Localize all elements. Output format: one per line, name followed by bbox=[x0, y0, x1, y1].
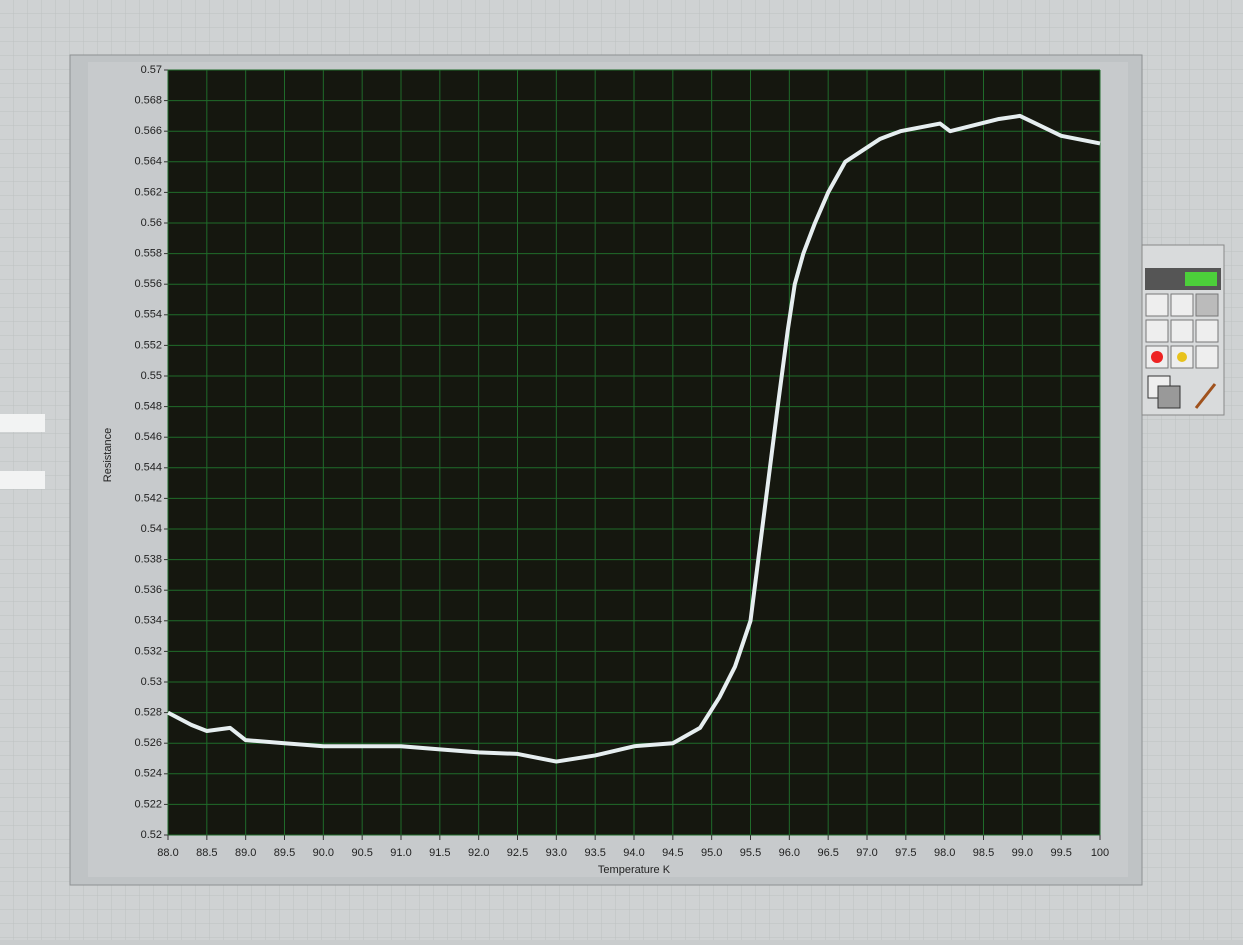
x-tick-label: 98.0 bbox=[934, 847, 955, 859]
y-tick-label: 0.52 bbox=[141, 829, 162, 841]
tool-button[interactable] bbox=[1146, 294, 1168, 316]
color-swatch[interactable] bbox=[1158, 386, 1180, 408]
y-tick-label: 0.538 bbox=[134, 554, 162, 566]
y-tick-label: 0.524 bbox=[134, 768, 162, 780]
y-tick-label: 0.55 bbox=[141, 370, 162, 382]
y-tick-label: 0.528 bbox=[134, 707, 162, 719]
y-tick-label: 0.544 bbox=[134, 462, 162, 474]
x-tick-label: 99.5 bbox=[1050, 847, 1071, 859]
y-tick-label: 0.546 bbox=[134, 431, 162, 443]
x-tick-label: 90.5 bbox=[351, 847, 372, 859]
x-tick-label: 93.0 bbox=[546, 847, 567, 859]
tool-button[interactable] bbox=[1146, 320, 1168, 342]
y-tick-label: 0.53 bbox=[141, 676, 162, 688]
tool-icon bbox=[1177, 352, 1187, 362]
x-tick-label: 94.0 bbox=[623, 847, 644, 859]
tool-button[interactable] bbox=[1196, 320, 1218, 342]
x-tick-label: 96.5 bbox=[817, 847, 838, 859]
x-tick-label: 88.0 bbox=[157, 847, 178, 859]
x-tick-label: 98.5 bbox=[973, 847, 994, 859]
y-tick-label: 0.56 bbox=[141, 217, 162, 229]
page: Resistance Temperature K 0.52 0.522 0.524 0… bbox=[0, 0, 1243, 940]
x-axis-label: Temperature K bbox=[598, 864, 671, 876]
y-tick-label: 0.534 bbox=[134, 615, 162, 627]
y-tick-label: 0.562 bbox=[134, 186, 162, 198]
x-tick-label: 90.0 bbox=[313, 847, 334, 859]
x-tick-label: 94.5 bbox=[662, 847, 683, 859]
y-tick-label: 0.554 bbox=[134, 309, 162, 321]
x-tick-label: 99.0 bbox=[1012, 847, 1033, 859]
y-tick-label: 0.542 bbox=[134, 492, 162, 504]
y-axis-label: Resistance bbox=[102, 428, 114, 482]
x-tick-label: 91.0 bbox=[390, 847, 411, 859]
x-tick-label: 92.0 bbox=[468, 847, 489, 859]
tool-button[interactable] bbox=[1171, 320, 1193, 342]
y-tick-label: 0.532 bbox=[134, 645, 162, 657]
side-control bbox=[0, 414, 45, 432]
y-tick-label: 0.552 bbox=[134, 339, 162, 351]
x-tick-label: 97.5 bbox=[895, 847, 916, 859]
y-tick-label: 0.556 bbox=[134, 278, 162, 290]
y-tick-label: 0.522 bbox=[134, 798, 162, 810]
y-tick-label: 0.526 bbox=[134, 737, 162, 749]
tool-button[interactable] bbox=[1196, 294, 1218, 316]
x-tick-label: 95.5 bbox=[740, 847, 761, 859]
screen: Resistance Temperature K 0.52 0.522 0.524 0… bbox=[0, 0, 1243, 940]
y-tick-label: 0.566 bbox=[134, 125, 162, 137]
x-tick-label: 89.5 bbox=[274, 847, 295, 859]
x-tick-label: 93.5 bbox=[584, 847, 605, 859]
tool-button[interactable] bbox=[1171, 294, 1193, 316]
side-control bbox=[0, 471, 45, 489]
x-tick-label: 89.0 bbox=[235, 847, 256, 859]
palette-indicator[interactable] bbox=[1185, 272, 1217, 286]
y-tick-label: 0.558 bbox=[134, 248, 162, 260]
y-tick-label: 0.568 bbox=[134, 95, 162, 107]
x-tick-label: 100 bbox=[1091, 847, 1109, 859]
x-tick-label: 91.5 bbox=[429, 847, 450, 859]
y-tick-label: 0.536 bbox=[134, 584, 162, 596]
y-tick-label: 0.564 bbox=[134, 156, 162, 168]
tool-icon bbox=[1151, 351, 1163, 363]
x-tick-label: 92.5 bbox=[507, 847, 528, 859]
x-tick-label: 97.0 bbox=[856, 847, 877, 859]
tool-palette bbox=[1142, 245, 1224, 415]
y-tick-label: 0.548 bbox=[134, 401, 162, 413]
x-tick-label: 96.0 bbox=[779, 847, 800, 859]
y-tick-label: 0.54 bbox=[141, 523, 162, 535]
y-tick-label: 0.57 bbox=[141, 64, 162, 76]
x-tick-label: 95.0 bbox=[701, 847, 722, 859]
x-tick-label: 88.5 bbox=[196, 847, 217, 859]
tool-button[interactable] bbox=[1196, 346, 1218, 368]
